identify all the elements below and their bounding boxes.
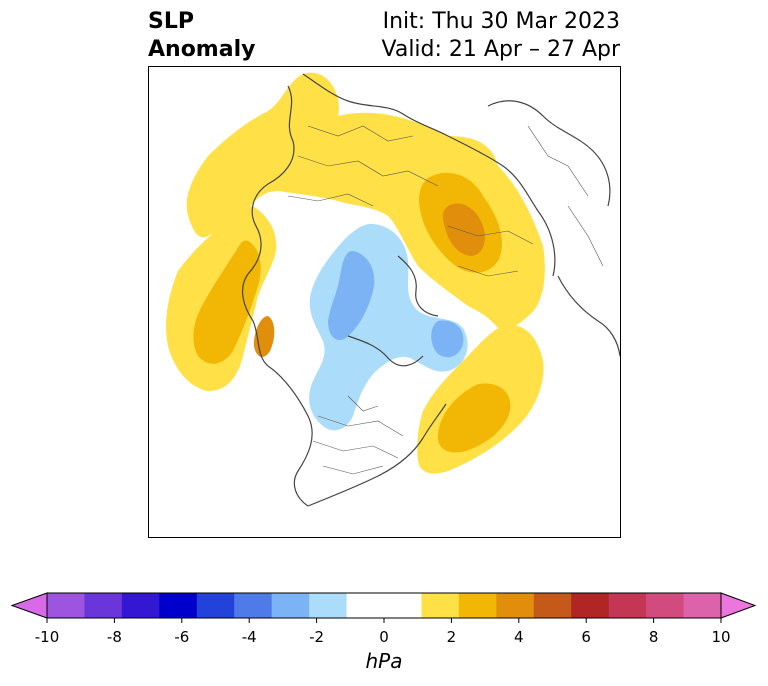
colorbar-cell	[159, 593, 198, 618]
colorbar-cell	[683, 593, 722, 618]
colorbar-tick-label: -2	[309, 628, 324, 646]
anomaly-positive-max-europe	[442, 203, 485, 256]
colorbar: -10 -8 -6 -4 -2 0 2 4 6 8 10 hPa	[10, 592, 757, 673]
colorbar-cell	[121, 593, 160, 618]
borders	[287, 125, 604, 475]
colorbar-cell	[571, 593, 610, 618]
colorbar-cell	[646, 593, 685, 618]
colorbar-cell	[496, 593, 535, 618]
map-dates: Init: Thu 30 Mar 2023 Valid: 21 Apr – 27…	[382, 8, 621, 64]
valid-dates: Valid: 21 Apr – 27 Apr	[381, 37, 621, 62]
colorbar-tick-label: 6	[581, 628, 591, 646]
anomaly-negative-core-arctic	[328, 250, 375, 341]
anomaly-positive-core-pacific	[193, 240, 261, 364]
colorbar-cell	[309, 593, 348, 618]
colorbar-tick-label: 10	[711, 628, 730, 646]
colorbar-cell	[458, 593, 497, 618]
colorbar-cell	[84, 593, 123, 618]
colorbar-cell	[384, 593, 422, 618]
colorbar-tick-label: 2	[447, 628, 457, 646]
title-line-2: Anomaly	[148, 37, 256, 62]
colorbar-tick-label: -10	[35, 628, 60, 646]
colorbar-tick-label: 8	[649, 628, 659, 646]
colorbar-tick-label: 0	[379, 628, 389, 646]
colorbar-ticks: -10 -8 -6 -4 -2 0 2 4 6 8 10	[35, 618, 731, 646]
coastlines	[241, 73, 621, 507]
title-line-1: SLP	[148, 9, 194, 34]
colorbar-cell	[533, 593, 572, 618]
colorbar-unit-label: hPa	[366, 649, 403, 673]
anomaly-positive-core-atlantic	[437, 383, 511, 453]
colorbar-tick-label: 4	[514, 628, 524, 646]
anomaly-negative-core-baffin	[431, 320, 464, 358]
init-date: Init: Thu 30 Mar 2023	[382, 9, 620, 34]
colorbar-extend-high	[720, 592, 757, 619]
colorbar-cell	[234, 593, 273, 618]
colorbar-cell	[47, 593, 85, 618]
colorbar-tick-label: -8	[107, 628, 122, 646]
colorbar-cell	[421, 593, 460, 618]
map-title: SLP Anomaly	[148, 8, 255, 64]
colorbar-cell	[271, 593, 310, 618]
colorbar-tick-label: -4	[242, 628, 257, 646]
colorbar-tick-label: -6	[174, 628, 189, 646]
colorbar-cells	[47, 593, 722, 618]
colorbar-cell	[196, 593, 235, 618]
colorbar-cell	[608, 593, 647, 618]
map-frame	[148, 66, 621, 538]
slp-anomaly-map	[148, 66, 621, 538]
colorbar-cell	[346, 593, 385, 618]
colorbar-extend-low	[10, 592, 48, 619]
